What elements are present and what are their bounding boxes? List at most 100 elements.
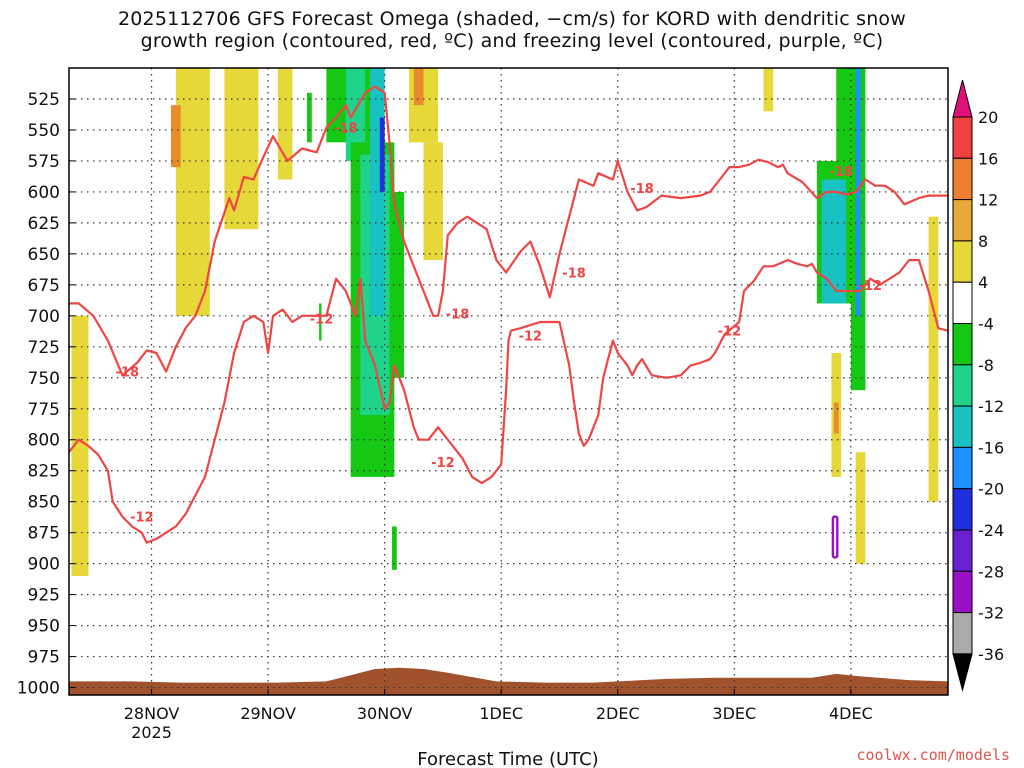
colorbar-label: -16 <box>978 438 1004 457</box>
omega-cell <box>277 68 293 180</box>
colorbar-swatch <box>952 199 973 242</box>
colorbar-swatch <box>952 323 973 366</box>
y-tick-label: 525 <box>28 90 60 110</box>
x-tick-sublabel: 2025 <box>131 723 172 742</box>
colorbar-label: -4 <box>978 315 994 334</box>
colorbar-label: -36 <box>978 645 1004 664</box>
chart-title-line1: 2025112706 GFS Forecast Omega (shaded, −… <box>117 8 906 30</box>
colorbar-bottom-arrow <box>952 653 973 692</box>
contour-label: -18 <box>829 165 853 180</box>
y-tick-label: 625 <box>28 214 60 234</box>
omega-cell <box>833 402 839 434</box>
x-axis-label: Forecast Time (UTC) <box>417 749 598 768</box>
colorbar-label: -28 <box>978 562 1004 581</box>
terrain-layer <box>69 667 948 695</box>
colorbar-label: -12 <box>978 397 1004 416</box>
y-tick-label: 725 <box>28 338 60 358</box>
colorbar-swatch <box>952 405 973 448</box>
colorbar-swatch <box>952 281 973 325</box>
colorbar-swatch <box>952 116 973 159</box>
omega-cell <box>389 191 405 378</box>
x-tick-label: 3DEC <box>712 704 756 723</box>
y-tick-label: 775 <box>28 400 60 420</box>
x-tick-label: 29NOV <box>240 704 296 723</box>
y-tick-label: 575 <box>28 152 60 172</box>
omega-cell <box>319 303 322 341</box>
colorbar-label: -8 <box>978 356 994 375</box>
terrain-surface <box>69 667 948 695</box>
omega-cell <box>855 452 866 564</box>
omega-cell <box>175 68 210 316</box>
x-tick-label: 4DEC <box>829 704 873 723</box>
contour-label: -18 <box>446 307 470 322</box>
omega-cell <box>224 68 259 230</box>
y-tick-label: 550 <box>28 121 60 141</box>
colorbar-swatch <box>952 240 973 283</box>
x-tick-label: 2DEC <box>596 704 640 723</box>
contour-labels: -12 -12 -12 -12 -12 -12 -18 -18 -18 -18 -18 -18 <box>116 121 883 525</box>
omega-cell <box>345 68 366 161</box>
omega-cell <box>170 105 181 168</box>
contour-label: -18 <box>334 121 358 136</box>
y-tick-label: 875 <box>28 524 60 544</box>
colorbar: 20 16 12 8 4 -4 -8 -12 -16 -20 -24 -28 -32 -36 <box>952 79 1004 692</box>
y-tick-label: 900 <box>28 555 60 575</box>
colorbar-label: 12 <box>978 191 998 210</box>
contour-label: -12 <box>431 456 455 471</box>
grid-lines <box>69 68 948 695</box>
contour-label: -12 <box>130 511 154 526</box>
colorbar-top-arrow <box>952 79 973 118</box>
y-tick-label: 750 <box>28 369 60 389</box>
y-axis: 525 550 575 600 625 650 675 700 725 750 775 800 825 8… <box>17 90 75 699</box>
omega-cell <box>413 68 424 106</box>
omega-cell <box>763 68 774 112</box>
y-tick-label: 975 <box>28 648 60 668</box>
omega-shading <box>71 68 939 577</box>
y-tick-label: 650 <box>28 245 60 265</box>
colorbar-swatch <box>952 612 973 655</box>
y-tick-label: 700 <box>28 307 60 327</box>
y-tick-label: 675 <box>28 276 60 296</box>
x-tick-label: 28NOV <box>124 704 180 723</box>
omega-cell <box>821 179 847 304</box>
y-tick-label: 850 <box>28 493 60 513</box>
omega-cell <box>379 117 385 192</box>
chart-title-line2: growth region (contoured, red, ºC) and f… <box>140 30 884 52</box>
colorbar-swatch <box>952 529 973 572</box>
contour-label: -12 <box>859 279 883 294</box>
colorbar-swatch <box>952 488 973 531</box>
colorbar-swatch <box>952 570 973 614</box>
x-tick-label: 30NOV <box>357 704 413 723</box>
colorbar-swatch <box>952 446 973 490</box>
omega-cell <box>855 68 861 316</box>
omega-cell <box>928 216 939 502</box>
contour-label: -18 <box>630 182 654 197</box>
y-tick-label: 600 <box>28 183 60 203</box>
colorbar-swatch <box>952 157 973 201</box>
colorbar-label: -32 <box>978 604 1004 623</box>
y-tick-label: 1000 <box>17 679 60 699</box>
omega-cell <box>836 68 851 168</box>
colorbar-label: 16 <box>978 149 998 168</box>
omega-cell <box>306 92 312 143</box>
colorbar-label: -24 <box>978 521 1004 540</box>
omega-cell <box>71 315 89 577</box>
omega-cell <box>391 526 397 570</box>
contour-label: -12 <box>310 312 334 327</box>
plot-frame <box>68 67 949 696</box>
y-tick-label: 825 <box>28 462 60 482</box>
contour-label: -18 <box>116 366 140 381</box>
y-tick-label: 800 <box>28 431 60 451</box>
colorbar-label: -20 <box>978 480 1004 499</box>
y-tick-label: 950 <box>28 617 60 637</box>
contour-minus12 <box>69 85 948 377</box>
colorbar-label: 8 <box>978 232 988 251</box>
colorbar-label: 20 <box>978 108 998 127</box>
contour-label: -12 <box>519 330 543 345</box>
contour-minus18 <box>69 259 948 544</box>
colorbar-swatch <box>952 364 973 407</box>
colorbar-label: 4 <box>978 273 988 292</box>
chart-title: 2025112706 GFS Forecast Omega (shaded, −… <box>0 8 1024 52</box>
dgz-contours <box>69 85 948 559</box>
